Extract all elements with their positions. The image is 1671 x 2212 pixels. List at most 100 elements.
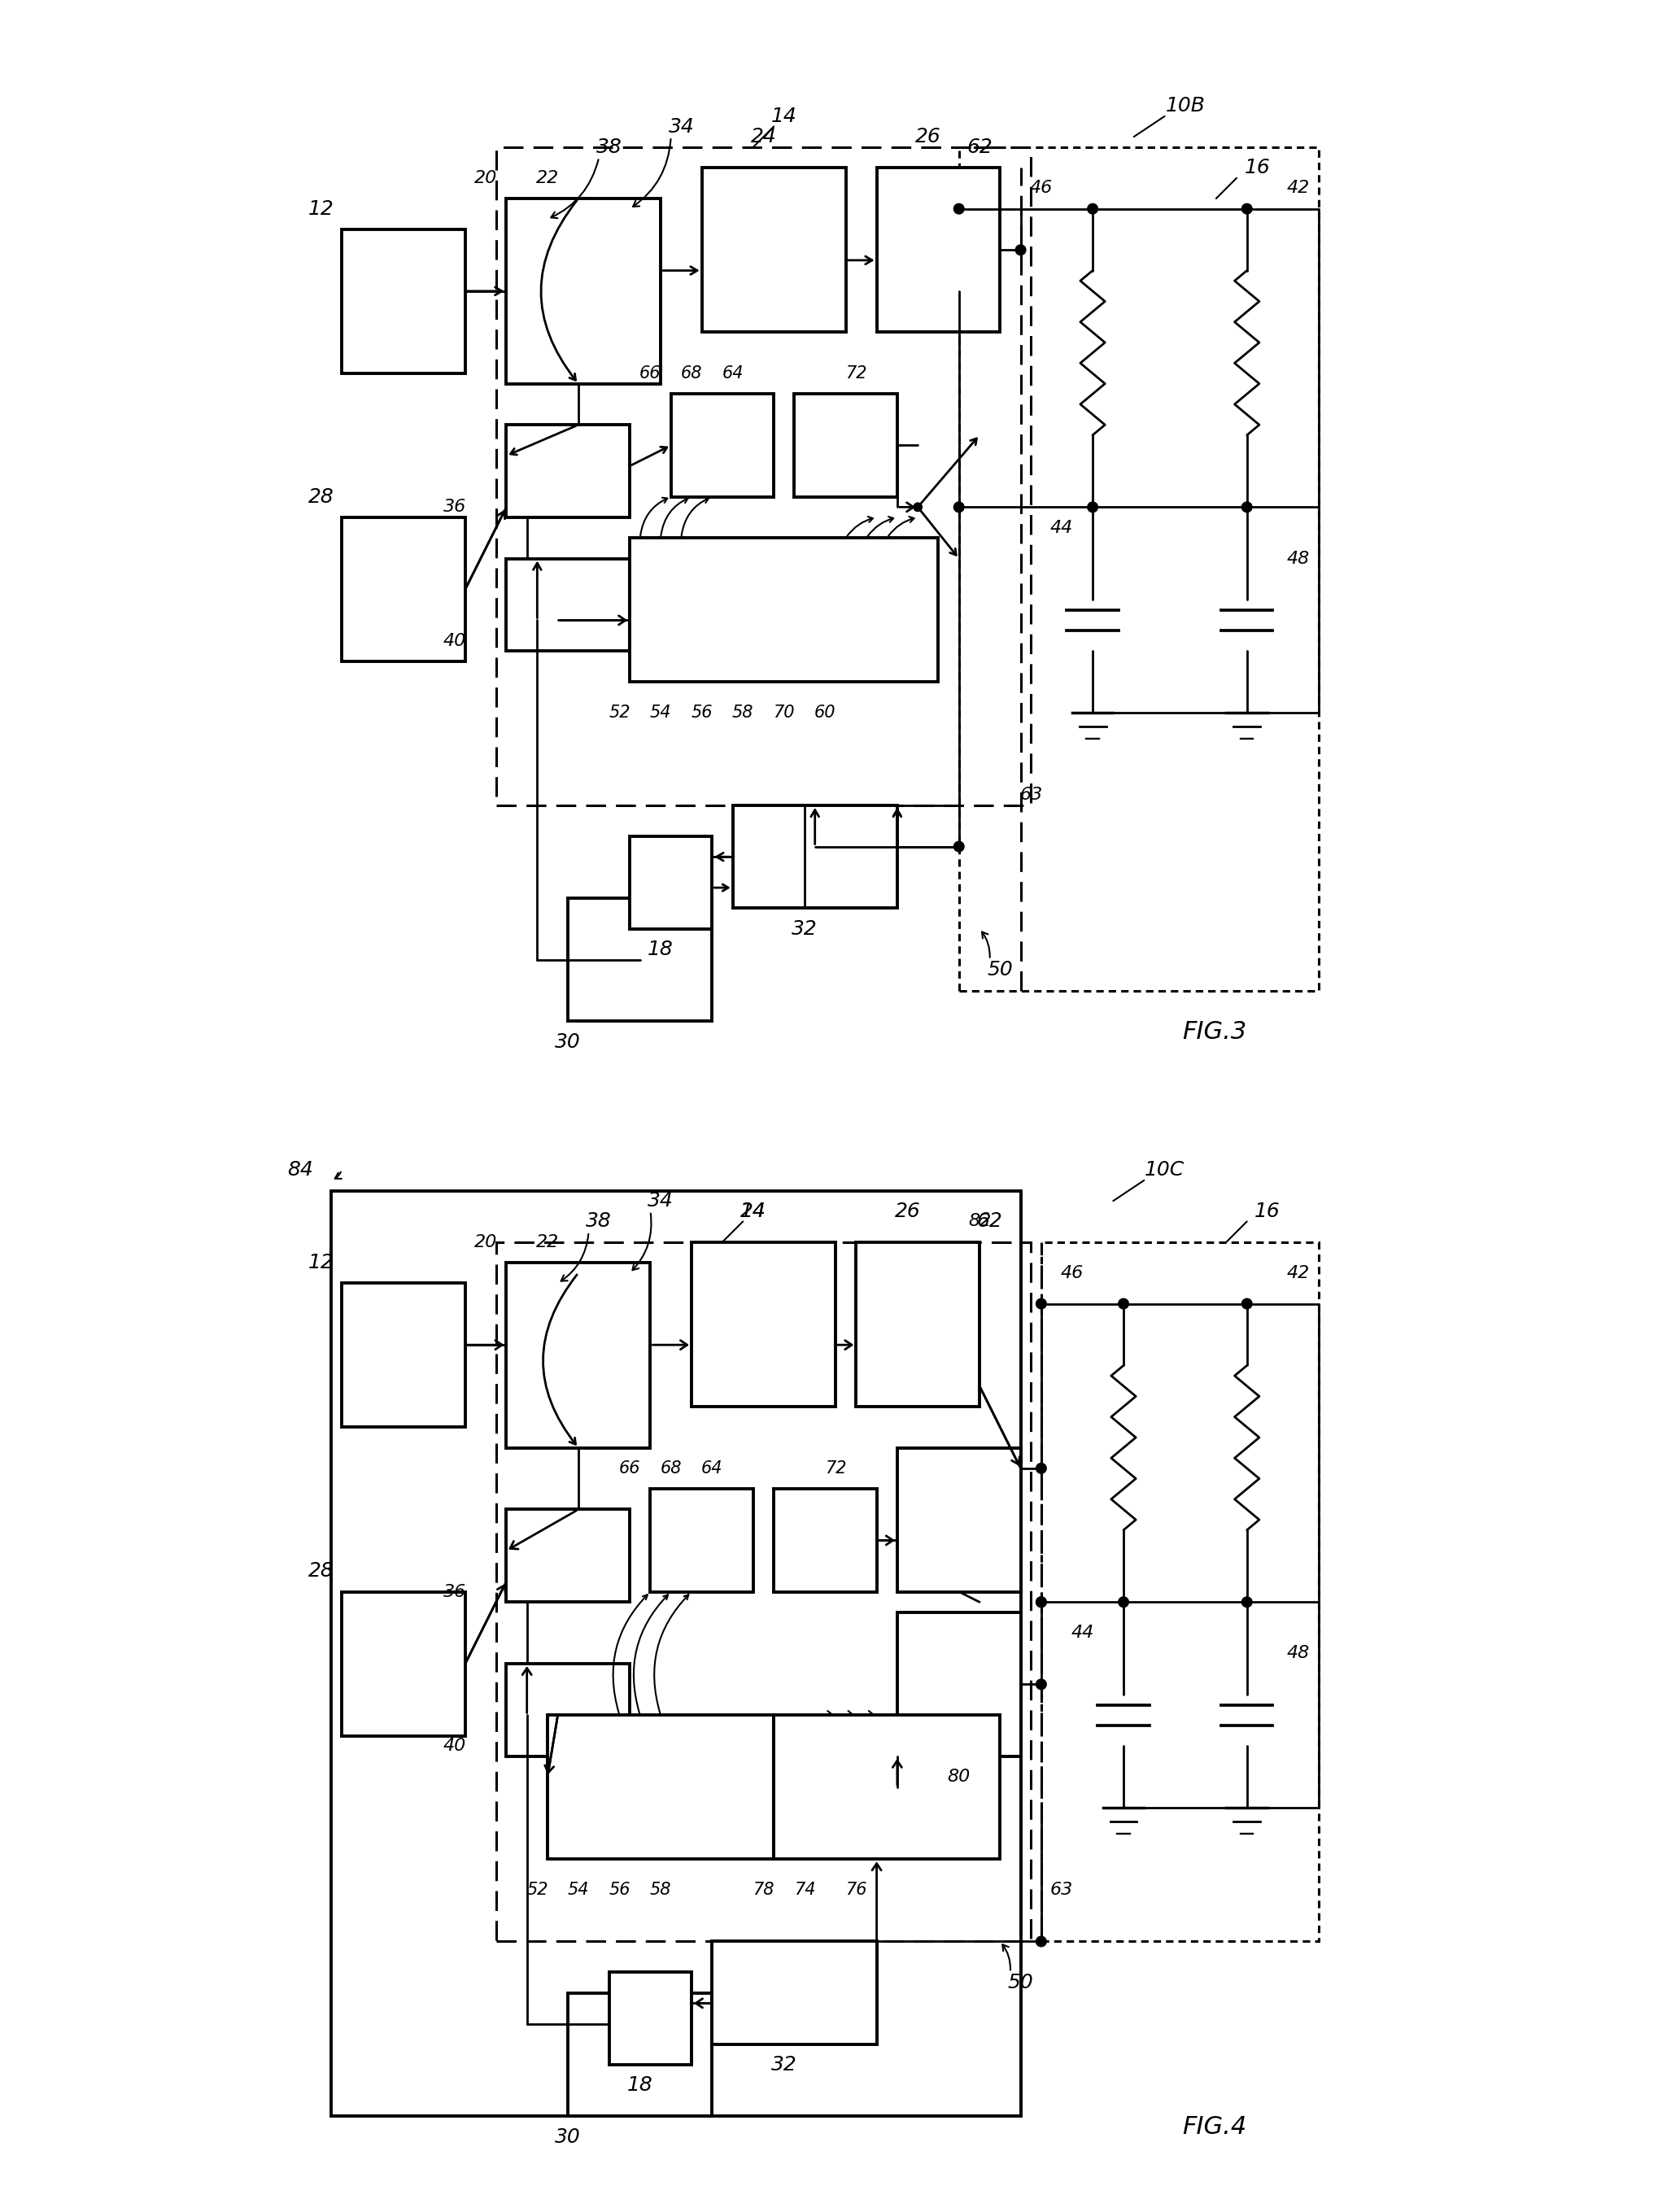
Text: 50: 50 (988, 960, 1013, 980)
Text: 62: 62 (978, 1212, 1003, 1232)
Circle shape (1016, 246, 1026, 254)
Text: 44: 44 (1071, 1626, 1095, 1641)
Bar (650, 1489, 754, 1593)
Bar (702, 168, 846, 332)
Text: 30: 30 (555, 1033, 582, 1051)
Text: 28: 28 (307, 487, 334, 507)
Bar (897, 1449, 1021, 1593)
Text: 78: 78 (752, 1882, 774, 1898)
Text: 22: 22 (536, 1234, 560, 1250)
Text: 14: 14 (770, 106, 797, 126)
Text: 52: 52 (608, 706, 630, 721)
Text: 56: 56 (692, 706, 712, 721)
Text: 74: 74 (794, 1882, 815, 1898)
Bar (548, 1714, 774, 1858)
Text: 80: 80 (947, 1770, 971, 1785)
Text: 48: 48 (1287, 551, 1310, 566)
Text: 63: 63 (1019, 787, 1043, 803)
Text: 26: 26 (894, 1201, 921, 1221)
Text: 32: 32 (792, 918, 817, 938)
Bar (732, 805, 897, 909)
Text: 12: 12 (307, 199, 334, 219)
Text: 52: 52 (526, 1882, 548, 1898)
Text: 38: 38 (597, 137, 622, 157)
Circle shape (1118, 1597, 1128, 1608)
Text: 32: 32 (770, 2055, 797, 2075)
Text: 68: 68 (680, 365, 702, 380)
Text: 58: 58 (650, 1882, 672, 1898)
Bar (506, 425, 630, 518)
Circle shape (914, 502, 922, 511)
Bar (672, 394, 774, 498)
Text: 42: 42 (1287, 1265, 1310, 1281)
Bar (331, 1190, 1021, 2117)
Bar (877, 168, 999, 332)
Bar (343, 1283, 465, 1427)
Text: 82: 82 (968, 1214, 991, 1230)
Text: 36: 36 (443, 500, 466, 515)
Text: 68: 68 (660, 1460, 682, 1475)
Bar (774, 1489, 877, 1593)
Text: 14: 14 (740, 1201, 765, 1221)
Text: 54: 54 (568, 1882, 590, 1898)
Text: 24: 24 (740, 1201, 765, 1221)
Text: 34: 34 (648, 1190, 673, 1210)
Bar (343, 1593, 465, 1736)
Circle shape (1242, 1298, 1252, 1310)
Text: 18: 18 (648, 940, 673, 960)
Text: 16: 16 (1245, 157, 1270, 177)
Bar (568, 898, 712, 1022)
Circle shape (1036, 1679, 1046, 1690)
Bar (630, 538, 939, 681)
Circle shape (1242, 1597, 1252, 1608)
Text: 12: 12 (307, 1252, 334, 1272)
Bar (568, 1993, 712, 2117)
Text: 66: 66 (618, 1460, 640, 1475)
Text: 64: 64 (722, 365, 744, 380)
Text: 56: 56 (608, 1882, 630, 1898)
Bar (856, 1241, 979, 1407)
Text: 48: 48 (1287, 1646, 1310, 1661)
Text: 46: 46 (1061, 1265, 1083, 1281)
Text: 18: 18 (627, 2075, 653, 2095)
Text: 22: 22 (536, 170, 560, 186)
Text: 50: 50 (1008, 1973, 1034, 1993)
Circle shape (954, 841, 964, 852)
Text: 10C: 10C (1145, 1161, 1185, 1179)
Bar (897, 1613, 1021, 1756)
Bar (496, 1241, 1031, 1942)
Circle shape (954, 502, 964, 513)
Text: 42: 42 (1287, 179, 1310, 197)
Text: FIG.4: FIG.4 (1183, 2115, 1247, 2139)
Text: 72: 72 (846, 365, 867, 380)
Bar (794, 394, 897, 498)
Text: 24: 24 (750, 126, 777, 146)
Text: 62: 62 (966, 137, 993, 157)
Bar (630, 836, 712, 929)
Text: 34: 34 (668, 117, 693, 137)
Circle shape (1242, 502, 1252, 513)
Bar (774, 1714, 999, 1858)
Circle shape (1088, 204, 1098, 215)
Circle shape (914, 502, 922, 511)
Text: 46: 46 (1029, 179, 1053, 197)
Circle shape (1036, 1298, 1046, 1310)
Circle shape (1036, 1597, 1046, 1608)
Bar (343, 230, 465, 374)
Bar (506, 199, 660, 383)
Text: 66: 66 (640, 365, 662, 380)
Bar (343, 518, 465, 661)
Text: 38: 38 (587, 1212, 612, 1232)
Text: 30: 30 (555, 2128, 582, 2146)
Text: 20: 20 (475, 1234, 498, 1250)
Text: 84: 84 (287, 1161, 314, 1179)
Bar (610, 1973, 692, 2066)
Circle shape (1036, 1597, 1046, 1608)
Text: 70: 70 (774, 706, 795, 721)
Circle shape (1088, 502, 1098, 513)
Text: 54: 54 (650, 706, 672, 721)
Text: 76: 76 (846, 1882, 867, 1898)
Text: 44: 44 (1051, 520, 1073, 535)
Text: 40: 40 (443, 1739, 466, 1754)
Circle shape (954, 204, 964, 215)
